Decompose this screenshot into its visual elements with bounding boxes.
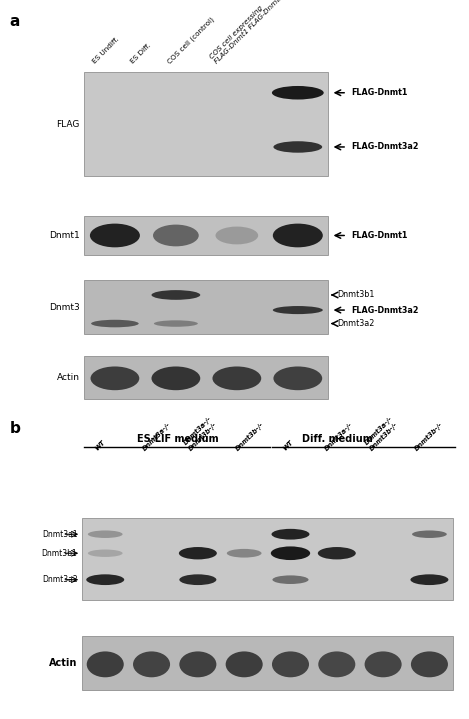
- Ellipse shape: [88, 531, 122, 538]
- Ellipse shape: [153, 224, 199, 247]
- Ellipse shape: [318, 547, 356, 559]
- Bar: [84, 72, 328, 176]
- Text: ES Undiff.: ES Undiff.: [92, 36, 121, 65]
- Ellipse shape: [212, 367, 261, 390]
- Text: a: a: [9, 14, 20, 29]
- Ellipse shape: [86, 574, 124, 585]
- Ellipse shape: [227, 549, 262, 557]
- Text: Dnmt1: Dnmt1: [49, 231, 80, 240]
- Ellipse shape: [88, 549, 122, 557]
- Text: FLAG-Dnmt3a2: FLAG-Dnmt3a2: [351, 306, 418, 315]
- Text: Actin: Actin: [57, 373, 80, 382]
- Ellipse shape: [410, 574, 448, 585]
- Ellipse shape: [364, 651, 401, 677]
- Ellipse shape: [273, 224, 323, 247]
- Text: Dnmt3b-/-: Dnmt3b-/-: [235, 421, 266, 452]
- Ellipse shape: [215, 226, 258, 244]
- Ellipse shape: [90, 224, 140, 247]
- Ellipse shape: [87, 651, 124, 677]
- Ellipse shape: [154, 321, 198, 326]
- Ellipse shape: [272, 529, 310, 539]
- Text: Dnmt3a2: Dnmt3a2: [338, 319, 375, 328]
- Text: Dnmt3a-/-: Dnmt3a-/-: [324, 421, 355, 452]
- Ellipse shape: [273, 367, 322, 390]
- Ellipse shape: [273, 141, 322, 152]
- Text: FLAG-Dnmt1: FLAG-Dnmt1: [351, 231, 407, 240]
- Ellipse shape: [179, 547, 217, 559]
- Bar: [84, 356, 328, 399]
- Text: ES Diff.: ES Diff.: [129, 42, 152, 65]
- Text: FLAG-Dnmt1: FLAG-Dnmt1: [351, 88, 407, 97]
- Text: ES-LIF medium: ES-LIF medium: [137, 434, 219, 444]
- Text: Dnmt3a-/-: Dnmt3a-/-: [141, 421, 172, 452]
- Text: Dnmt3a-/-
Dnmt3b-/-: Dnmt3a-/- Dnmt3b-/-: [363, 416, 400, 452]
- Ellipse shape: [91, 320, 139, 327]
- Ellipse shape: [151, 290, 200, 300]
- Ellipse shape: [271, 546, 310, 560]
- Text: WT: WT: [94, 439, 107, 452]
- Text: FLAG-Dnmt3a2: FLAG-Dnmt3a2: [351, 142, 418, 152]
- Bar: [82, 518, 453, 600]
- Text: Dnmt3b1: Dnmt3b1: [338, 290, 375, 300]
- Text: Dnmt3b1: Dnmt3b1: [42, 549, 77, 558]
- Text: Diff. medium: Diff. medium: [303, 434, 373, 444]
- Text: COS cell expressing
FLAG-Dnmt1 FLAG-Dnmt3a: COS cell expressing FLAG-Dnmt1 FLAG-Dnmt…: [209, 0, 288, 65]
- Text: Dnmt3a-/-
Dnmt3b-/-: Dnmt3a-/- Dnmt3b-/-: [183, 416, 219, 452]
- Bar: [84, 216, 328, 255]
- Ellipse shape: [273, 306, 323, 314]
- Text: Dnmt3a1: Dnmt3a1: [42, 530, 77, 539]
- Ellipse shape: [91, 367, 139, 390]
- Ellipse shape: [226, 651, 263, 677]
- Ellipse shape: [272, 86, 324, 99]
- Bar: [82, 636, 453, 690]
- Text: b: b: [9, 421, 20, 436]
- Ellipse shape: [411, 651, 448, 677]
- Text: COS cell (control): COS cell (control): [166, 16, 216, 65]
- Ellipse shape: [133, 651, 170, 677]
- Text: WT: WT: [282, 439, 295, 452]
- Text: Dnmt3b-/-: Dnmt3b-/-: [413, 421, 444, 452]
- Ellipse shape: [318, 651, 356, 677]
- Ellipse shape: [412, 531, 447, 538]
- Bar: [84, 280, 328, 334]
- Ellipse shape: [179, 651, 216, 677]
- Ellipse shape: [272, 651, 309, 677]
- Ellipse shape: [272, 575, 309, 584]
- Text: Actin: Actin: [49, 659, 77, 668]
- Ellipse shape: [151, 367, 200, 390]
- Ellipse shape: [179, 574, 216, 585]
- Text: FLAG: FLAG: [56, 119, 80, 129]
- Text: Dnmt3: Dnmt3: [49, 303, 80, 312]
- Text: Dnmt3a2: Dnmt3a2: [42, 575, 77, 585]
